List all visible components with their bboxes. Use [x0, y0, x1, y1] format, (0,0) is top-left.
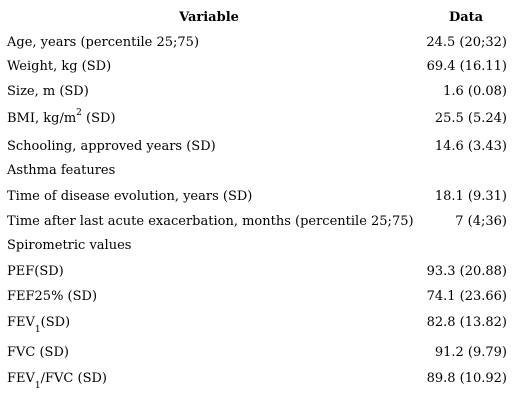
table-row: Time after last acute exacerbation, mont… [0, 212, 514, 232]
row-label: PEF(SD) [7, 264, 64, 279]
row-label: FEF25% (SD) [7, 289, 98, 304]
section-heading-row: Asthma features [0, 161, 514, 181]
table-row: PEF(SD) 93.3 (20.88) [0, 262, 514, 282]
row-label: FEV1(SD) [7, 315, 71, 335]
row-value: 74.1 (23.66) [426, 289, 507, 304]
row-value: 18.1 (9.31) [434, 189, 507, 204]
row-value: 24.5 (20;32) [426, 35, 507, 50]
table-row: Time of disease evolution, years (SD) 18… [0, 187, 514, 207]
row-label: Time of disease evolution, years (SD) [7, 189, 253, 204]
table-row: FVC (SD) 91.2 (9.79) [0, 343, 514, 363]
row-value: 25.5 (5.24) [434, 111, 507, 126]
row-value: 89.8 (10.92) [426, 371, 507, 386]
table-row: FEV1/FVC (SD) 89.8 (10.92) [0, 369, 514, 391]
row-value: 14.6 (3.43) [434, 139, 507, 154]
row-label: Schooling, approved years (SD) [7, 139, 216, 154]
header-data: Data [448, 10, 484, 25]
table-row: Age, years (percentile 25;75) 24.5 (20;3… [0, 33, 514, 53]
row-value: 93.3 (20.88) [426, 264, 507, 279]
row-value: 82.8 (13.82) [426, 315, 507, 330]
row-value: 69.4 (16.11) [426, 59, 507, 74]
row-value: 1.6 (0.08) [443, 84, 507, 99]
table-row: FEF25% (SD) 74.1 (23.66) [0, 287, 514, 307]
row-label: Weight, kg (SD) [7, 59, 112, 74]
header-variable: Variable [179, 10, 239, 25]
row-label: FVC (SD) [7, 345, 69, 360]
table-row: BMI, kg/m2 (SD) 25.5 (5.24) [0, 107, 514, 129]
row-value: 91.2 (9.79) [434, 345, 507, 360]
section-heading-row: Spirometric values [0, 236, 514, 256]
section-heading: Asthma features [7, 163, 116, 178]
row-label: FEV1/FVC (SD) [7, 371, 107, 391]
table-row: Weight, kg (SD) 69.4 (16.11) [0, 57, 514, 77]
section-heading: Spirometric values [7, 238, 132, 253]
table-row: FEV1(SD) 82.8 (13.82) [0, 313, 514, 335]
row-label: Time after last acute exacerbation, mont… [7, 214, 414, 229]
row-label: Age, years (percentile 25;75) [7, 35, 200, 50]
row-label: Size, m (SD) [7, 84, 89, 99]
row-label: BMI, kg/m2 (SD) [7, 107, 116, 126]
table-row: Size, m (SD) 1.6 (0.08) [0, 82, 514, 102]
table-row: Schooling, approved years (SD) 14.6 (3.4… [0, 137, 514, 157]
row-value: 7 (4;36) [455, 214, 507, 229]
